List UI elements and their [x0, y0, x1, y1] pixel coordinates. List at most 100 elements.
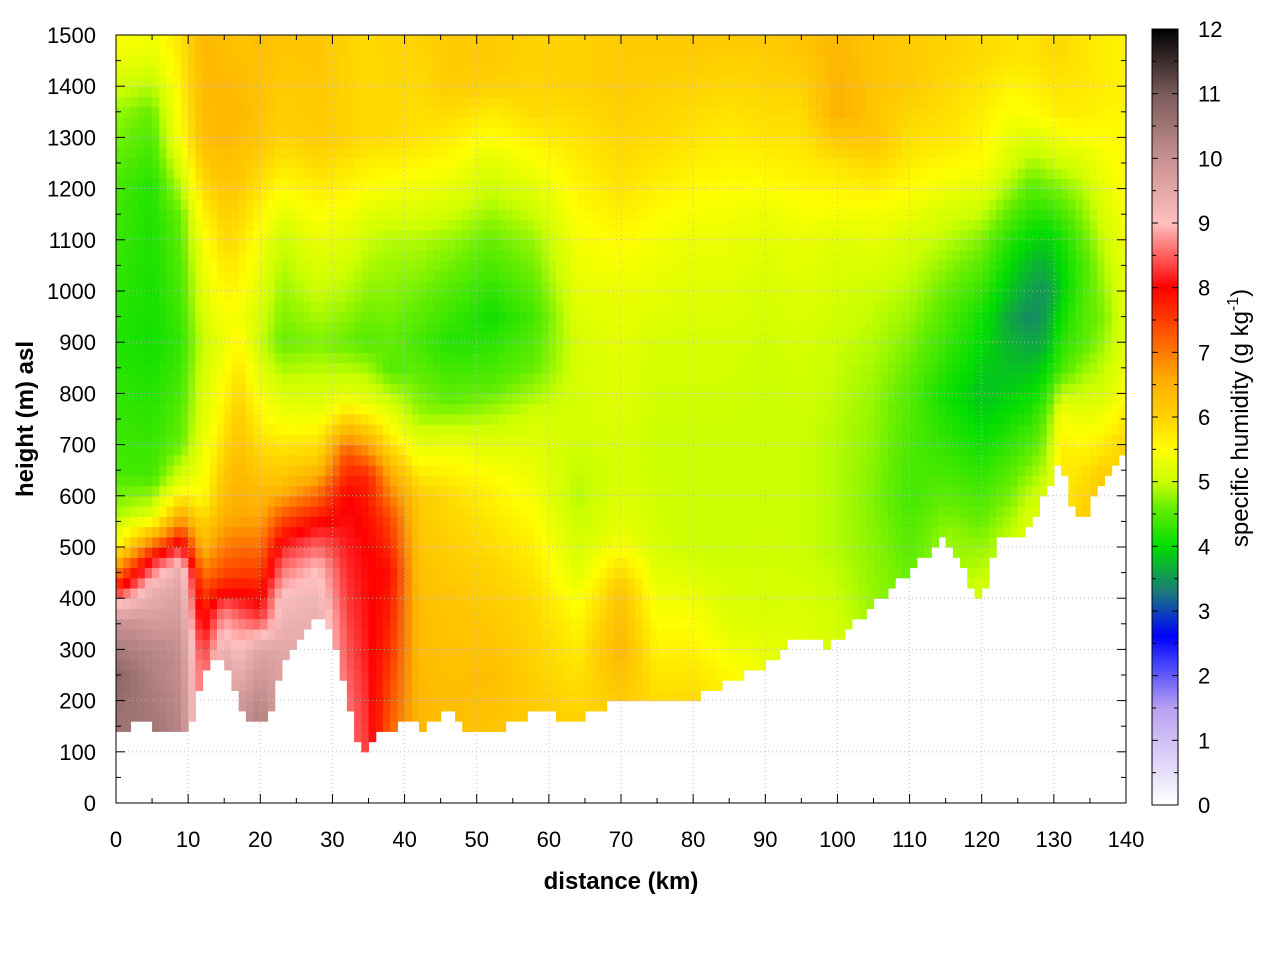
heatmap-cell: [563, 475, 571, 486]
heatmap-cell: [289, 168, 297, 179]
heatmap-cell: [592, 66, 600, 77]
heatmap-cell: [369, 455, 377, 466]
heatmap-cell: [614, 291, 622, 302]
heatmap-cell: [470, 107, 478, 118]
heatmap-cell: [448, 588, 456, 599]
heatmap-cell: [405, 55, 413, 66]
heatmap-cell: [513, 424, 521, 435]
heatmap-cell: [369, 383, 377, 394]
heatmap-cell: [268, 404, 276, 415]
heatmap-cell: [275, 45, 283, 56]
heatmap-cell: [578, 598, 586, 609]
heatmap-cell: [462, 639, 470, 650]
heatmap-cell: [592, 199, 600, 210]
heatmap-cell: [455, 178, 463, 189]
heatmap-cell: [657, 660, 665, 671]
heatmap-cell: [217, 199, 225, 210]
heatmap-cell: [260, 393, 268, 404]
heatmap-cell: [527, 475, 535, 486]
heatmap-cell: [455, 547, 463, 558]
heatmap-cell: [347, 475, 355, 486]
heatmap-cell: [325, 209, 333, 220]
heatmap-cell: [513, 629, 521, 640]
heatmap-cell: [246, 629, 254, 640]
heatmap-cell: [181, 424, 189, 435]
heatmap-cell: [628, 506, 636, 517]
heatmap-cell: [470, 465, 478, 476]
heatmap-cell: [462, 506, 470, 517]
heatmap-cell: [383, 55, 391, 66]
heatmap-cell: [369, 639, 377, 650]
heatmap-cell: [614, 475, 622, 486]
heatmap-cell: [217, 281, 225, 292]
heatmap-cell: [174, 660, 182, 671]
heatmap-cell: [650, 619, 658, 630]
heatmap-cell: [462, 557, 470, 568]
heatmap-cell: [462, 393, 470, 404]
heatmap-cell: [628, 117, 636, 128]
heatmap-cell: [123, 557, 131, 568]
heatmap-cell: [361, 660, 369, 671]
heatmap-cell: [470, 240, 478, 251]
heatmap-cell: [592, 598, 600, 609]
heatmap-cell: [159, 352, 167, 363]
heatmap-cell: [246, 76, 254, 87]
heatmap-cell: [145, 670, 153, 681]
heatmap-cell: [268, 680, 276, 691]
heatmap-cell: [534, 598, 542, 609]
heatmap-cell: [433, 189, 441, 200]
heatmap-cell: [491, 414, 499, 425]
heatmap-cell: [657, 629, 665, 640]
heatmap-cell: [599, 271, 607, 282]
heatmap-cell: [145, 352, 153, 363]
heatmap-cell: [542, 281, 550, 292]
heatmap-cell: [224, 404, 232, 415]
heatmap-cell: [210, 199, 218, 210]
heatmap-cell: [520, 332, 528, 343]
heatmap-cell: [361, 209, 369, 220]
heatmap-cell: [347, 465, 355, 476]
heatmap-cell: [441, 424, 449, 435]
heatmap-cell: [571, 393, 579, 404]
heatmap-cell: [268, 158, 276, 169]
heatmap-cell: [498, 383, 506, 394]
heatmap-cell: [275, 148, 283, 159]
heatmap-cell: [210, 230, 218, 241]
heatmap-cell: [311, 537, 319, 548]
heatmap-cell: [563, 455, 571, 466]
heatmap-cell: [614, 455, 622, 466]
heatmap-cell: [419, 168, 427, 179]
heatmap-cell: [607, 178, 615, 189]
heatmap-cell: [260, 608, 268, 619]
heatmap-cell: [549, 322, 557, 333]
heatmap-cell: [643, 455, 651, 466]
heatmap-cell: [520, 271, 528, 282]
heatmap-cell: [311, 35, 319, 46]
heatmap-cell: [520, 424, 528, 435]
heatmap-cell: [607, 393, 615, 404]
heatmap-cell: [217, 619, 225, 630]
heatmap-cell: [470, 45, 478, 56]
heatmap-cell: [470, 660, 478, 671]
heatmap-cell: [643, 127, 651, 138]
heatmap-cell: [123, 690, 131, 701]
heatmap-cell: [332, 393, 340, 404]
heatmap-cell: [159, 567, 167, 578]
heatmap-cell: [116, 455, 124, 466]
heatmap-cell: [361, 35, 369, 46]
heatmap-cell: [426, 711, 434, 722]
heatmap-cell: [159, 414, 167, 425]
heatmap-cell: [520, 516, 528, 527]
heatmap-cell: [419, 629, 427, 640]
heatmap-cell: [296, 578, 304, 589]
heatmap-cell: [563, 486, 571, 497]
heatmap-cell: [340, 578, 348, 589]
heatmap-cell: [167, 588, 175, 599]
heatmap-cell: [390, 219, 398, 230]
heatmap-cell: [419, 434, 427, 445]
heatmap-cell: [289, 434, 297, 445]
heatmap-cell: [347, 516, 355, 527]
heatmap-cell: [571, 137, 579, 148]
heatmap-cell: [426, 393, 434, 404]
heatmap-cell: [441, 455, 449, 466]
